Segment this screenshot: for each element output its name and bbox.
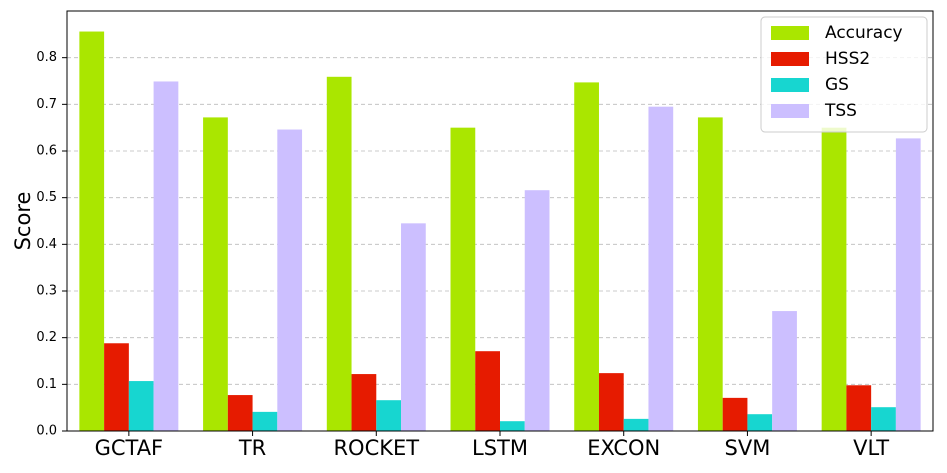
- bar: [376, 400, 402, 431]
- legend: Accuracy HSS2 GS TSS: [760, 16, 928, 133]
- bar: [128, 381, 154, 431]
- y-tick-label: 0.2: [36, 330, 57, 345]
- y-tick-label: 0.1: [36, 377, 57, 392]
- legend-label: Accuracy: [825, 23, 903, 43]
- legend-swatch: [771, 26, 809, 40]
- y-tick-label: 0.0: [36, 424, 57, 439]
- y-axis-label: Score: [11, 192, 35, 251]
- y-tick-label: 0.4: [36, 237, 57, 252]
- bar: [227, 395, 253, 431]
- bar: [153, 81, 179, 431]
- bar: [598, 373, 624, 431]
- bar: [722, 397, 748, 431]
- bar: [524, 190, 550, 431]
- legend-label: GS: [825, 75, 849, 95]
- bar: [747, 414, 773, 431]
- legend-label: HSS2: [825, 49, 870, 69]
- bar: [846, 385, 872, 431]
- x-tick-label: ROCKET: [333, 436, 419, 460]
- legend-swatch: [771, 104, 809, 118]
- legend-label: TSS: [824, 101, 857, 121]
- bar: [574, 82, 599, 432]
- bar: [821, 127, 847, 432]
- bar: [475, 351, 500, 431]
- bar: [623, 418, 649, 431]
- plot-frame: [66, 10, 934, 432]
- bar: [351, 374, 377, 431]
- y-tick-label: 0.8: [36, 50, 57, 65]
- x-tick-label: SVM: [725, 436, 771, 460]
- bar: [772, 311, 797, 431]
- x-tick-label: TR: [238, 436, 266, 460]
- x-tick-label: GCTAF: [95, 436, 164, 460]
- y-tick-label: 0.3: [36, 284, 57, 299]
- bar: [871, 407, 896, 431]
- bar: [450, 127, 476, 432]
- legend-swatch: [771, 78, 809, 92]
- x-tick-label: LSTM: [472, 436, 528, 460]
- bar: [648, 106, 674, 432]
- y-tick-label: 0.6: [36, 144, 57, 159]
- x-tick-label: EXCON: [587, 436, 660, 460]
- legend-swatch: [771, 52, 809, 66]
- bar: [104, 343, 129, 431]
- bar: [895, 138, 921, 431]
- bar: [252, 411, 278, 431]
- x-tick-label: VLT: [853, 436, 889, 460]
- bar: [401, 223, 426, 431]
- y-tick-label: 0.7: [36, 97, 57, 112]
- bar: [79, 31, 105, 432]
- bar: [500, 421, 525, 431]
- bar: [697, 117, 723, 432]
- bar: [203, 117, 228, 432]
- y-tick-label: 0.5: [36, 190, 57, 205]
- legend-box: [760, 16, 928, 133]
- bar: [277, 129, 303, 432]
- bar: [326, 76, 352, 432]
